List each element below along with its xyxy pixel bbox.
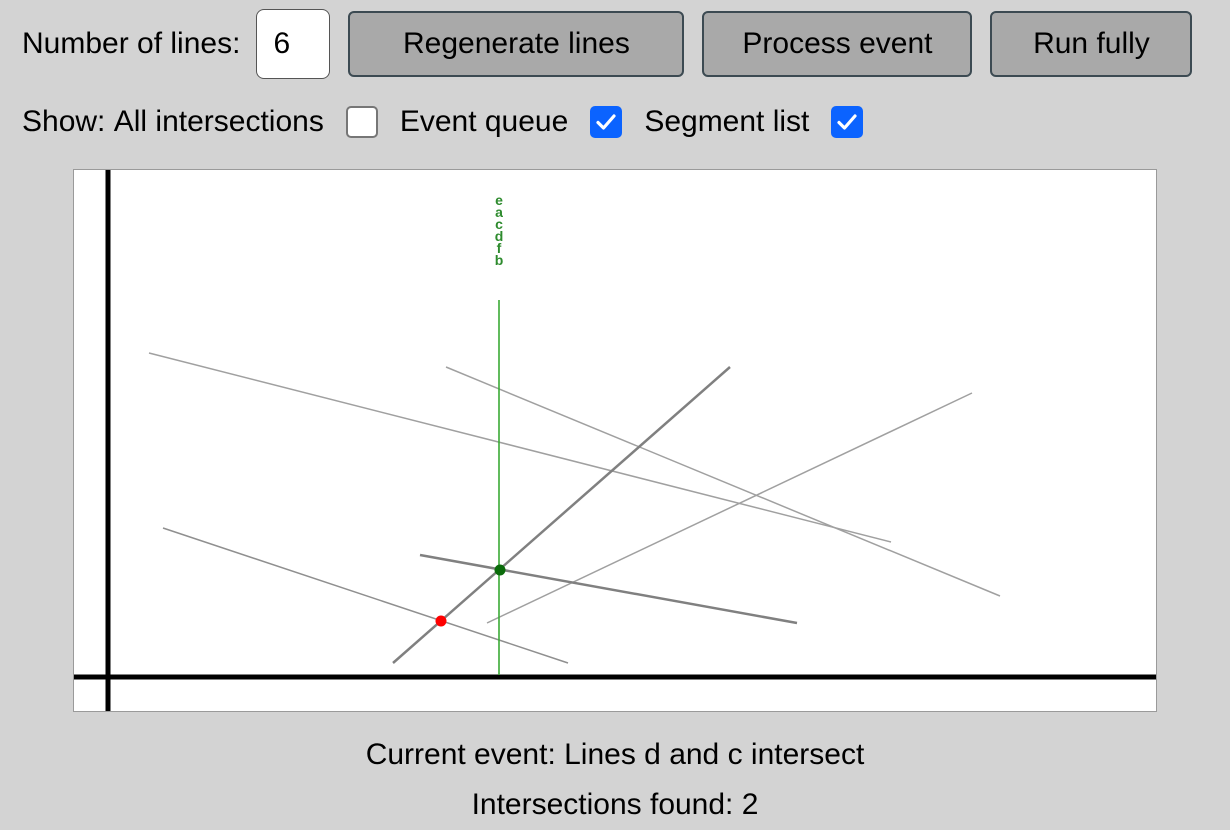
segment-label-e: e <box>495 192 503 208</box>
intersections-found-text: Intersections found: 2 <box>471 788 759 821</box>
segment-line <box>419 553 798 625</box>
run-fully-button[interactable]: Run fully <box>990 11 1193 77</box>
all-intersections-checkbox[interactable] <box>345 106 378 138</box>
checkmark-icon <box>596 114 616 130</box>
number-of-lines-input[interactable] <box>256 9 331 79</box>
segment-list-label: Segment list <box>644 105 810 138</box>
found-intersection-point <box>435 615 447 627</box>
segment-line <box>392 366 731 664</box>
process-event-button[interactable]: Process event <box>702 11 973 77</box>
segment-label-d: d <box>495 228 504 244</box>
show-prefix-label: Show: <box>22 105 106 138</box>
segment-label-f: f <box>497 240 502 256</box>
show-options: Show: All intersections Event queue Segm… <box>22 100 885 144</box>
controls-bar: Number of lines: Regenerate lines Proces… <box>22 8 1193 80</box>
segment-label-c: c <box>495 216 503 232</box>
all-intersections-label: All intersections <box>113 105 324 138</box>
segment-line <box>445 366 1001 597</box>
segment-line <box>486 392 973 624</box>
segment-line <box>148 352 892 543</box>
segment-line <box>162 527 569 664</box>
number-of-lines-label: Number of lines: <box>22 27 241 60</box>
checkmark-icon <box>837 114 857 130</box>
current-intersection-point <box>494 564 506 576</box>
segment-list-checkbox[interactable] <box>831 106 864 138</box>
regenerate-lines-button[interactable]: Regenerate lines <box>348 11 685 77</box>
event-queue-label: Event queue <box>399 105 569 138</box>
segment-label-a: a <box>495 204 503 220</box>
event-queue-checkbox[interactable] <box>590 106 623 138</box>
segment-label-b: b <box>495 252 504 268</box>
current-event-text: Current event: Lines d and c intersect <box>365 738 865 771</box>
